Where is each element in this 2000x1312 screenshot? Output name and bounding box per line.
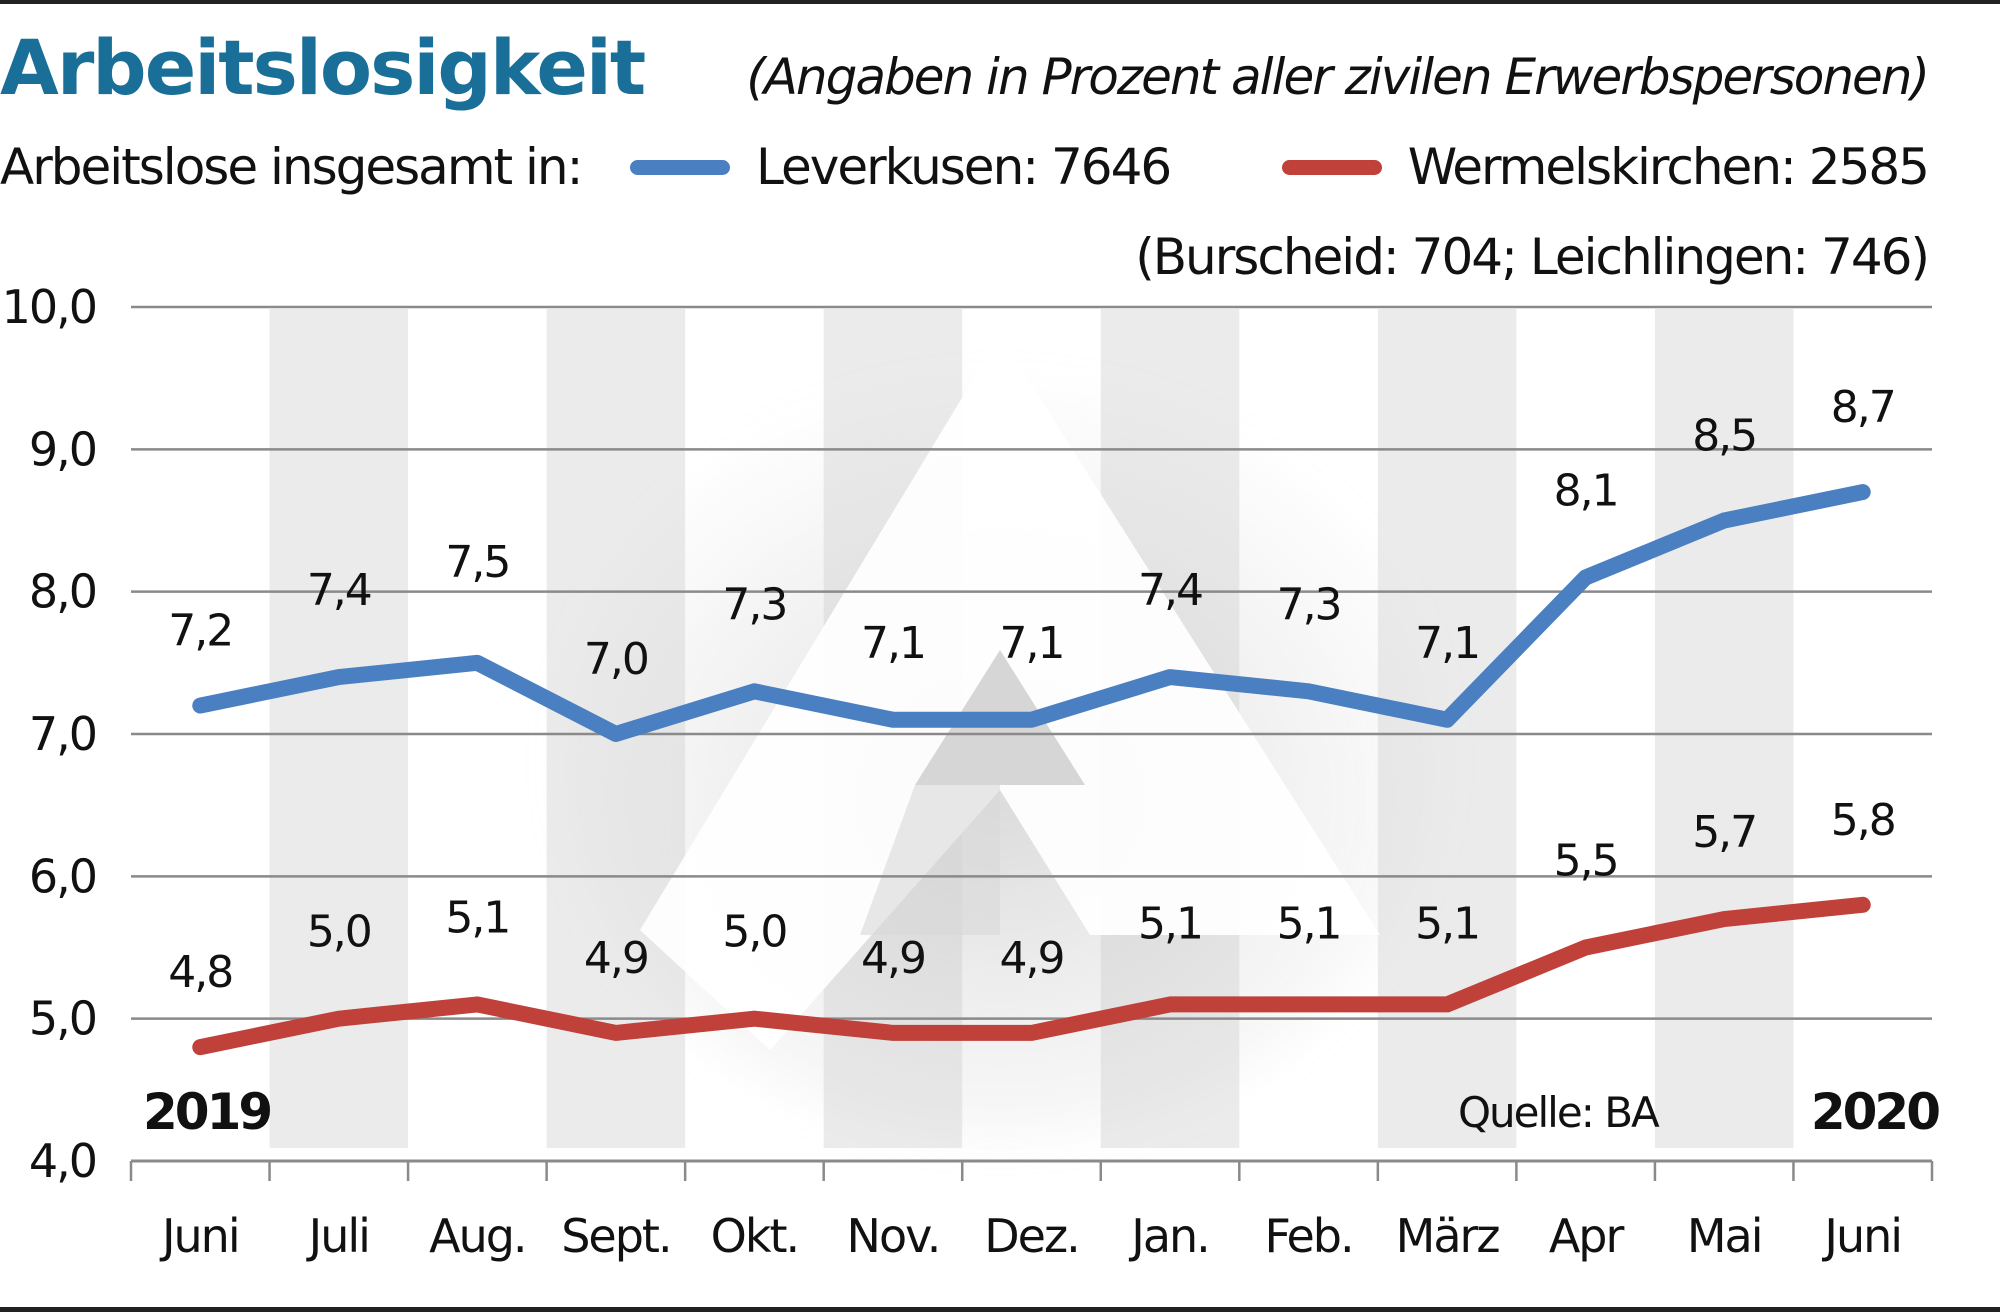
data-label: 5,1 [445, 892, 509, 943]
data-label: 8,1 [1554, 465, 1618, 516]
data-label: 7,1 [1000, 618, 1064, 669]
watermark-inner-shade [860, 785, 1000, 935]
data-label: 5,8 [1831, 795, 1895, 846]
data-label: 5,0 [722, 907, 786, 958]
data-label: 5,1 [1138, 898, 1202, 949]
legend-item-leverkusen: Leverkusen: 7646 [630, 138, 1172, 196]
x-tick-label: Okt. [711, 1209, 799, 1263]
data-label: 7,0 [584, 634, 648, 685]
x-tick-label: Apr [1549, 1209, 1625, 1263]
legend-label-leverkusen: Leverkusen: 7646 [756, 138, 1172, 196]
data-label: 7,4 [307, 565, 371, 616]
gridlines [131, 305, 1932, 1020]
x-tick-label: Feb. [1265, 1209, 1353, 1263]
data-label: 7,1 [861, 618, 925, 669]
data-label: 8,5 [1692, 411, 1756, 462]
source-label: Quelle: BA [1458, 1088, 1660, 1137]
x-tick-label: Nov. [847, 1209, 940, 1263]
x-tick-label: Sept. [561, 1209, 670, 1263]
legend-note: (Burscheid: 704; Leichlingen: 746) [1135, 228, 1930, 286]
data-label: 4,9 [1000, 933, 1064, 984]
x-tick-label: Juni [159, 1209, 239, 1263]
data-label: 5,0 [307, 907, 371, 958]
y-tick-label: 4,0 [29, 1134, 96, 1188]
legend-swatch-wermelskirchen [1281, 159, 1382, 175]
data-label: 5,1 [1415, 898, 1479, 949]
data-label: 7,3 [1277, 579, 1341, 630]
x-tick-label: Dez. [984, 1209, 1079, 1263]
year-start-label: 2019 [143, 1083, 270, 1141]
x-tick-label: Juni [1821, 1209, 1901, 1263]
x-tick-label: Juli [306, 1209, 369, 1263]
y-tick-label: 7,0 [29, 707, 96, 761]
data-label: 7,2 [168, 606, 232, 657]
chart-subtitle: (Angaben in Prozent aller zivilen Erwerb… [746, 48, 1930, 106]
legend-swatch-leverkusen [630, 159, 730, 175]
watermark-logo [560, 335, 1440, 1140]
series-lines [192, 484, 1871, 1056]
y-tick-label: 5,0 [29, 992, 96, 1046]
data-label: 4,9 [584, 933, 648, 984]
data-label: 5,1 [1277, 898, 1341, 949]
data-label: 8,7 [1831, 382, 1895, 433]
data-label: 4,9 [861, 933, 925, 984]
data-label: 5,7 [1692, 807, 1756, 858]
y-tick-label: 10,0 [2, 280, 96, 334]
x-axis: Juni Juli Aug. Sept. Okt. Nov. Dez. Jan. Feb. Mär… [129, 1159, 1934, 1263]
data-label: 7,3 [722, 579, 786, 630]
legend-label-wermelskirchen: Wermelskirchen: 2585 [1407, 138, 1930, 196]
top-border [0, 0, 2000, 4]
x-tick-label: März [1396, 1209, 1500, 1263]
bottom-border [0, 1307, 2000, 1312]
legend: Arbeitslose insgesamt in: Leverkusen: 76… [0, 138, 1930, 202]
data-label: 5,5 [1554, 836, 1618, 887]
y-axis: 4,0 5,0 6,0 7,0 8,0 9,0 10,0 [2, 280, 98, 1188]
chart-title: Arbeitslosigkeit [0, 23, 646, 112]
year-end-label: 2020 [1811, 1083, 1939, 1141]
data-label: 7,5 [445, 537, 509, 588]
data-label: 4,8 [168, 947, 232, 998]
data-label: 7,4 [1138, 565, 1202, 616]
x-tick-label: Jan. [1128, 1209, 1209, 1263]
x-tick-label: Aug. [429, 1209, 525, 1263]
x-tick-label: Mai [1687, 1209, 1762, 1263]
y-tick-label: 9,0 [29, 422, 96, 476]
data-label: 7,1 [1415, 618, 1479, 669]
data-labels: 7,2 7,4 7,5 7,0 7,3 7,1 7,1 7,4 7,3 7,1 8,1 8,5 8,7 4… [168, 382, 1896, 998]
y-tick-label: 6,0 [29, 849, 96, 903]
legend-item-wermelskirchen: Wermelskirchen: 2585 [1281, 138, 1930, 196]
y-tick-label: 8,0 [29, 565, 96, 619]
legend-intro: Arbeitslose insgesamt in: [0, 138, 583, 196]
